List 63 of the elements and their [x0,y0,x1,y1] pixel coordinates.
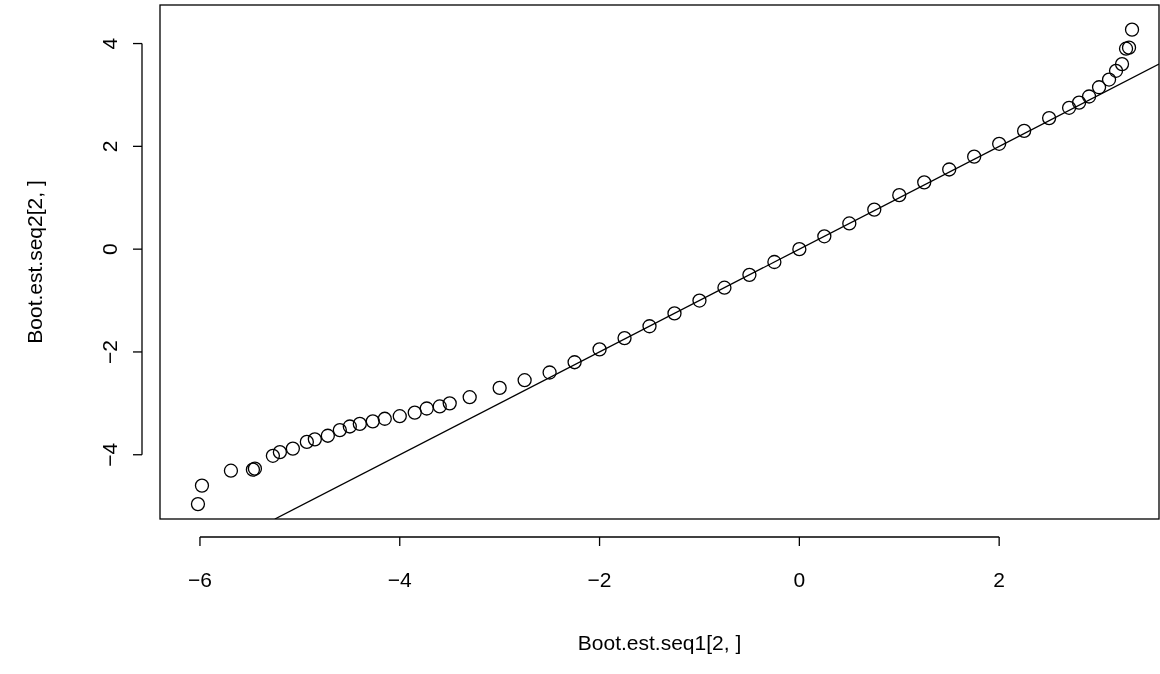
point [617,330,632,346]
point [1061,100,1077,115]
point [692,293,707,308]
y-tick-label: 4 [98,37,121,50]
point [1016,123,1032,139]
point [307,432,322,447]
point [967,149,982,164]
point [817,229,832,244]
point [492,380,507,396]
point [1101,72,1117,87]
point [892,188,907,203]
point [342,419,357,434]
x-axis-title: Boot.est.seq1[2, ] [577,631,742,654]
point [567,355,582,370]
point [767,254,782,270]
point [223,463,239,478]
point [265,448,281,463]
point [442,396,457,411]
point [352,416,367,432]
point [407,405,422,420]
point [432,399,447,414]
point [272,445,288,460]
point [667,306,682,321]
point [742,267,757,282]
point [842,216,857,231]
x-tick-label: −4 [387,568,413,591]
point [365,414,380,429]
point [419,401,434,416]
x-tick-label: −2 [587,568,612,591]
point [1081,89,1097,104]
point [392,409,407,424]
point [194,478,210,493]
point [592,342,607,357]
x-tick-label: 2 [993,568,1005,591]
point [542,365,557,380]
point [517,373,532,388]
y-axis-title: Boot.est.seq2[2, ] [23,180,46,344]
point [320,428,335,443]
point [285,441,301,456]
point [332,422,347,438]
point [867,202,882,217]
point [1114,56,1130,72]
point [1071,95,1087,110]
x-tick-label: −6 [187,568,212,591]
point [1041,110,1057,126]
y-tick-label: 2 [98,140,121,153]
point [917,175,932,190]
point [1124,22,1140,37]
point [717,280,732,295]
point [992,136,1007,151]
point [1108,63,1124,78]
point [642,319,657,334]
x-tick-label: 0 [793,568,806,591]
point [1091,80,1107,95]
point [942,162,957,177]
point [190,496,206,512]
point [462,390,477,405]
point [299,434,314,450]
point [377,411,392,426]
y-tick-label: 0 [98,243,121,255]
point [792,242,807,257]
y-tick-label: −2 [98,339,121,364]
y-tick-label: −4 [98,442,121,467]
